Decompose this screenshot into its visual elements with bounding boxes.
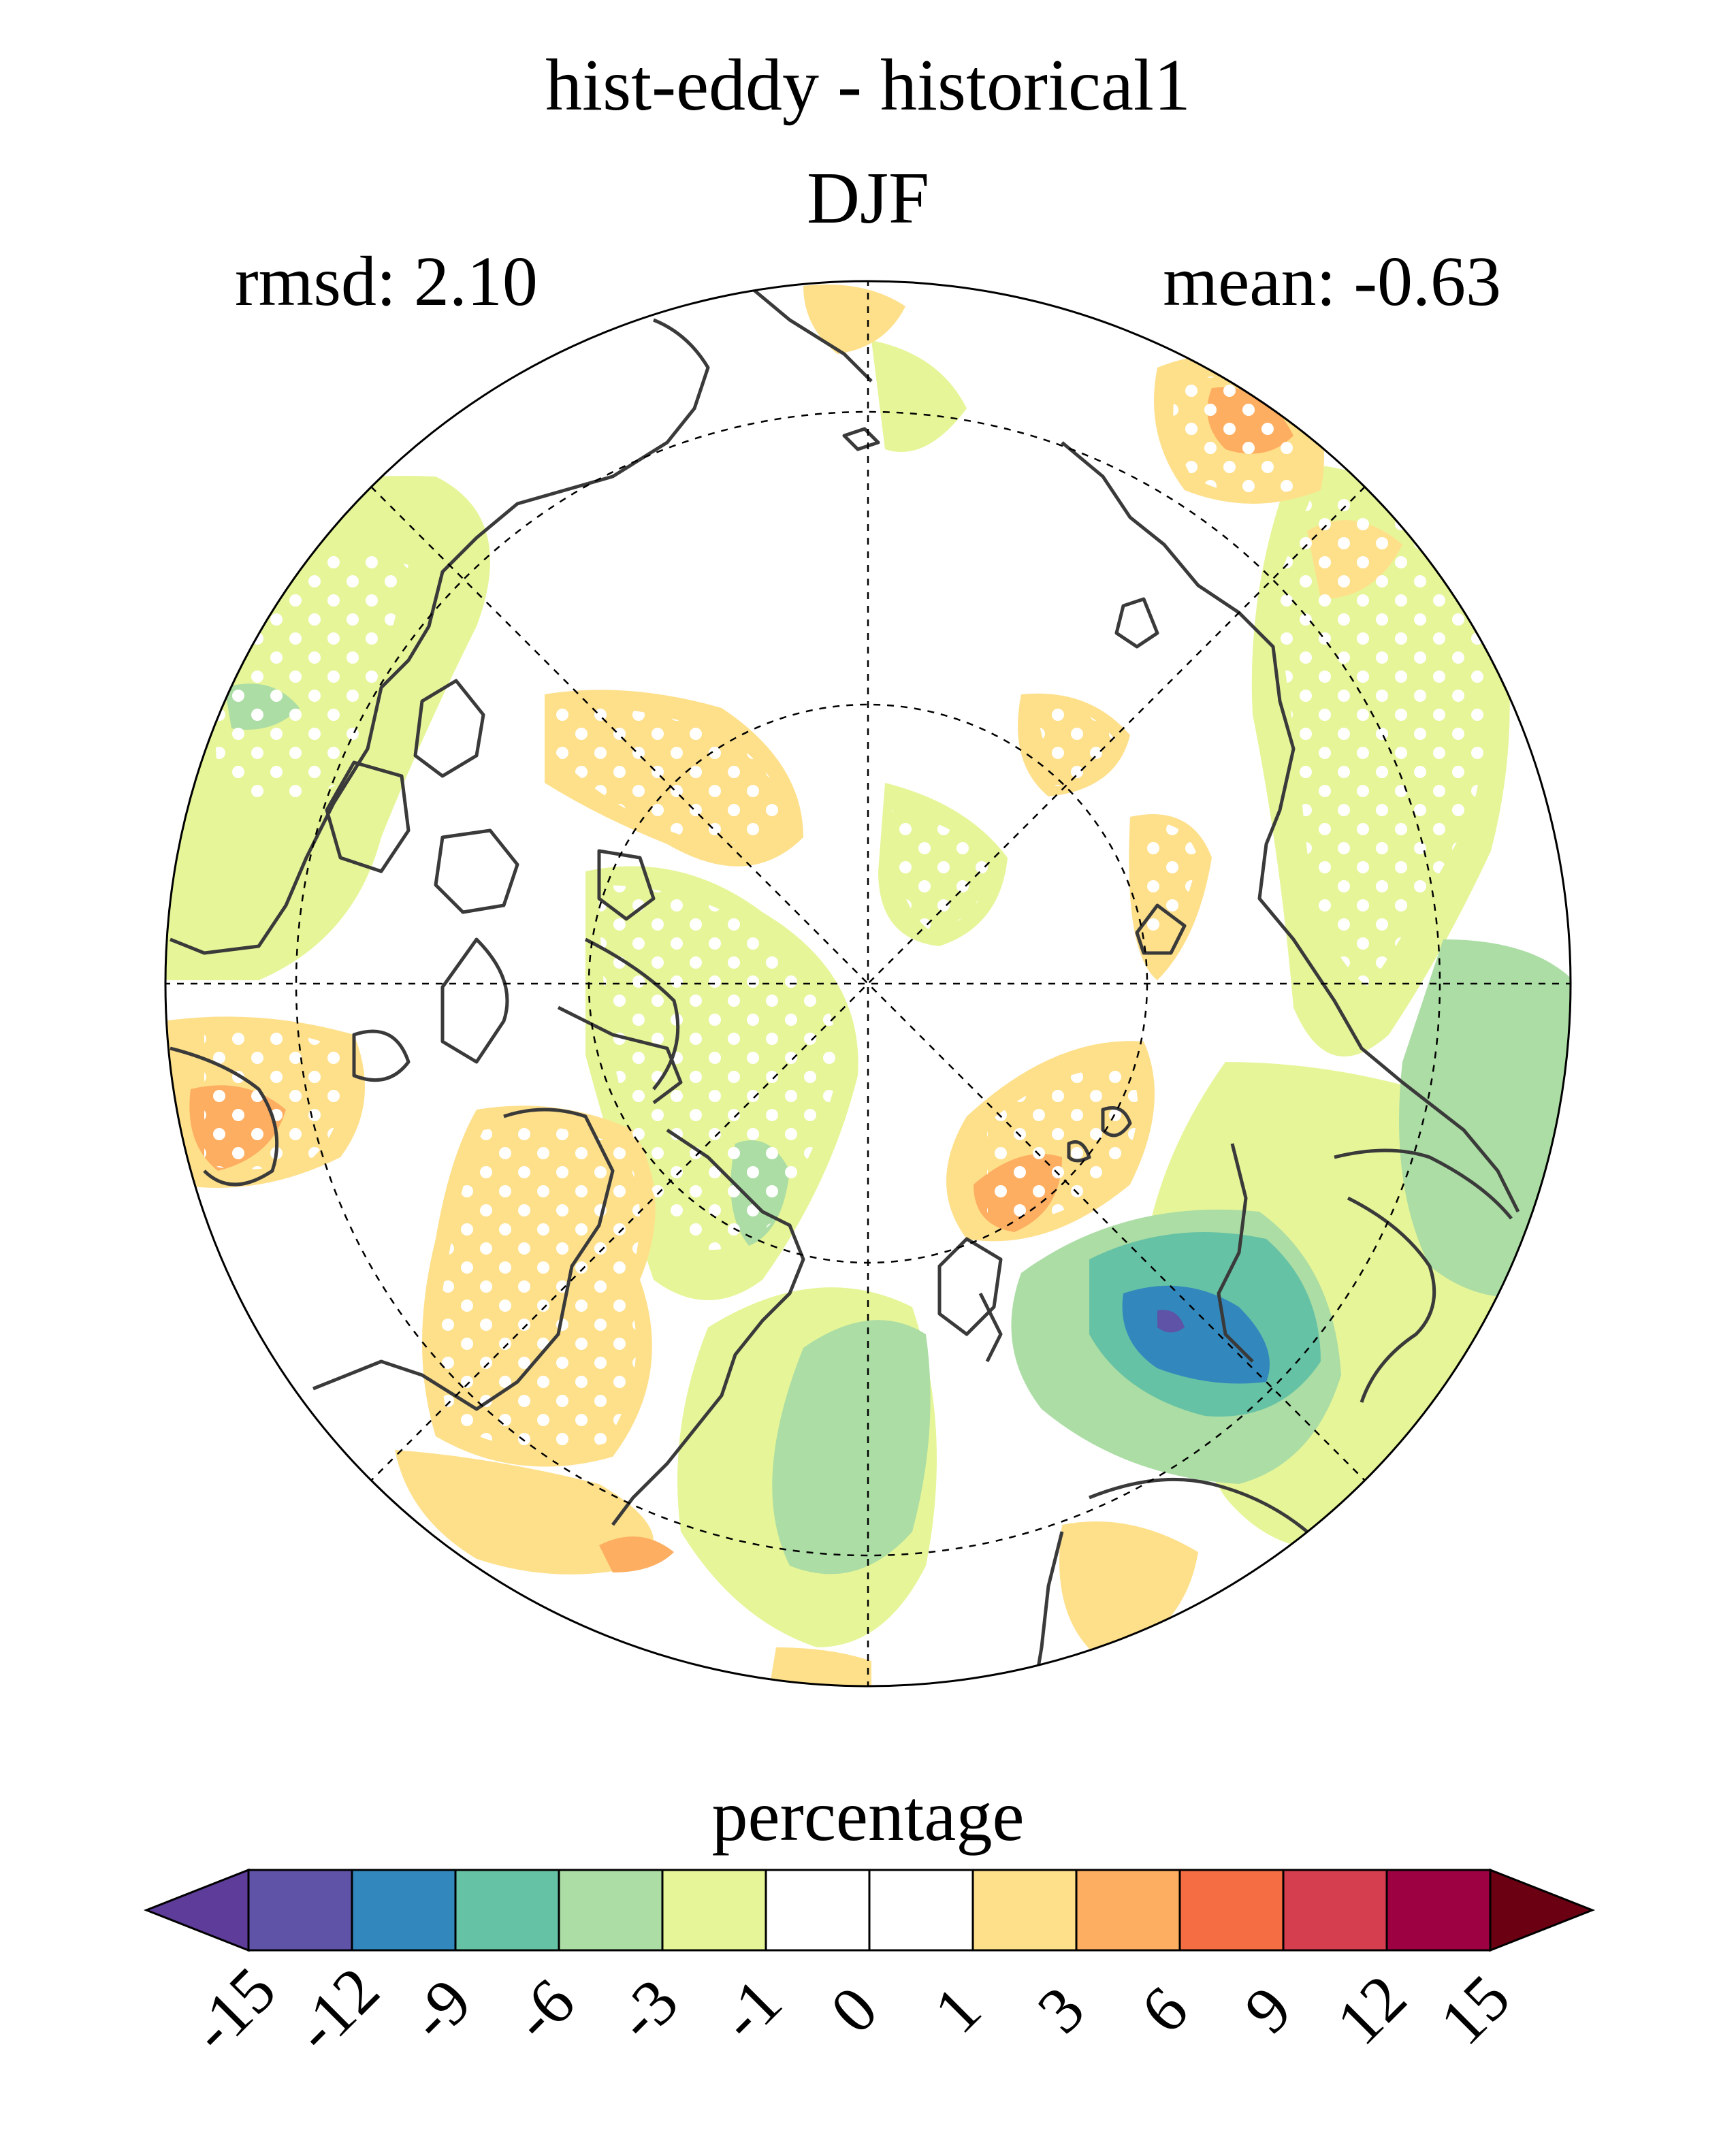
graticule [165,281,1571,1686]
colorbar-box [868,1869,974,1952]
field-purple [1157,1310,1185,1333]
colorbar-tick-label: -12 [280,1953,393,2066]
colorbar-box [558,1869,664,1952]
polar-map [164,280,1572,1688]
colorbar-box [1178,1869,1285,1952]
colorbar-box [1075,1869,1181,1952]
map-field [165,281,1571,1686]
map-boundary [164,280,1572,1688]
colorbar-tick-label: 6 [1127,1972,1202,2047]
colorbar-box [351,1869,457,1952]
rmsd-label: rmsd: 2.10 [235,242,538,321]
colorbar-triangle-high [1489,1868,1596,1952]
colorbar-tick-label: -9 [395,1965,485,2054]
colorbar-label: percentage [711,1776,1025,1856]
colorbar-box [454,1869,560,1952]
colorbar-box [1385,1869,1492,1952]
colorbar-box [661,1869,767,1952]
colorbar-box [765,1869,871,1952]
colorbar-box [971,1869,1078,1952]
mean-label: mean: -0.63 [1163,242,1501,321]
colorbar-box [247,1869,353,1952]
colorbar-tick-label: 3 [1023,1972,1098,2047]
colorbar-triangle-low [143,1868,250,1952]
colorbar-tick-label: -3 [602,1965,692,2054]
colorbar-tick-label: 15 [1426,1960,1524,2059]
colorbar-tick-label: 9 [1230,1972,1305,2047]
plot-title: hist-eddy - historical1 [545,45,1191,126]
significance-stippling [204,376,1489,1450]
colorbar-tick-label: -1 [705,1965,795,2054]
colorbar-tick-label: 1 [920,1972,995,2047]
season-label: DJF [806,158,930,239]
colorbar-tick-label: 0 [816,1972,891,2047]
colorbar-tick-label: -15 [176,1953,289,2066]
colorbar-box [1282,1869,1388,1952]
colorbar-tick-label: 12 [1322,1960,1420,2059]
colorbar-tick-label: -6 [498,1965,588,2054]
